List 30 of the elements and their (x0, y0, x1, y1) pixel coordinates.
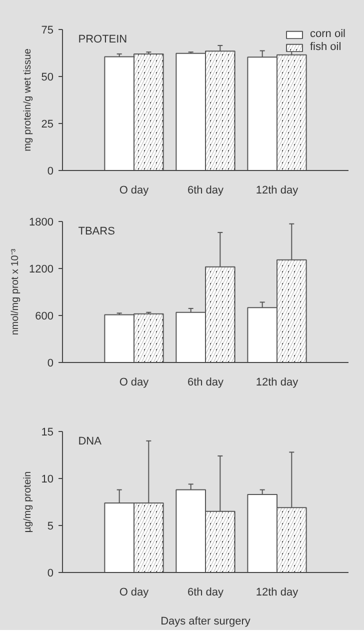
x-tick-label: 12th day (256, 376, 299, 388)
x-tick-label: O day (119, 376, 150, 388)
y-tick-label: 0 (47, 568, 54, 580)
chart-title: PROTEIN (78, 34, 128, 46)
x-tick-label: 6th day (187, 586, 224, 598)
y-tick-label: 600 (35, 310, 54, 322)
y-tick-label: 0 (47, 166, 54, 178)
y-tick-label: 1200 (29, 264, 54, 276)
y-tick-label: 50 (41, 72, 54, 84)
y-tick-label: 15 (41, 426, 54, 438)
legend-label: fish oil (310, 41, 342, 53)
y-tick-label: 5 (47, 520, 54, 532)
y-tick-label: 10 (41, 474, 54, 486)
x-tick-label: 12th day (256, 586, 299, 598)
y-tick-label: 0 (47, 358, 54, 370)
y-axis-title: µg/mg protein (22, 471, 34, 533)
chart-title: DNA (78, 436, 102, 448)
x-tick-label: 6th day (187, 376, 224, 388)
y-axis-title: mg protein/g wet tissue (22, 48, 34, 152)
x-tick-label: O day (119, 184, 150, 196)
y-tick-label: 75 (41, 24, 54, 36)
x-tick-label: O day (119, 586, 150, 598)
y-tick-label: 1800 (29, 216, 54, 228)
y-tick-label: 25 (41, 118, 54, 130)
x-tick-label: 12th day (256, 184, 299, 196)
x-axis-title: Days after surgery (160, 616, 251, 628)
y-axis-title: nmol/mg prot x 10⁻³ (10, 248, 22, 336)
x-tick-label: 6th day (187, 184, 224, 196)
legend-label: corn oil (310, 28, 346, 40)
chart-title: TBARS (78, 226, 115, 238)
